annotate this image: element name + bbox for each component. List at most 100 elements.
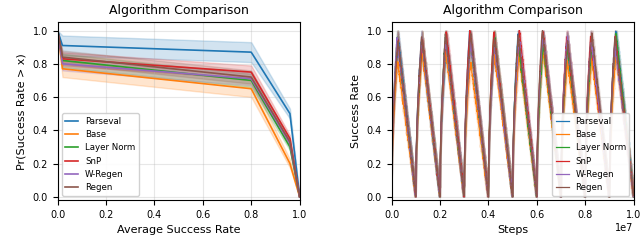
Line: SnP: SnP (392, 31, 634, 197)
SnP (500, 116, 508, 119)
W-Regen (252, 85, 260, 88)
Layer Norm (388, 193, 396, 196)
SnP (406, 149, 414, 152)
SnP (185, 66, 193, 69)
Regen (525, 131, 533, 134)
Line: Base: Base (58, 31, 300, 197)
Base (169, 79, 177, 82)
Layer Norm (436, 195, 444, 198)
Base (290, 175, 298, 178)
SnP (495, 80, 503, 83)
Base (495, 95, 503, 98)
Parseval (496, 83, 504, 86)
Base (406, 155, 414, 158)
Parseval (417, 57, 424, 60)
Regen (296, 195, 303, 198)
Parseval (252, 58, 260, 61)
Base (417, 74, 424, 77)
Layer Norm (252, 87, 260, 90)
Line: Regen: Regen (392, 31, 634, 197)
SnP (515, 29, 523, 32)
SnP (54, 29, 61, 32)
Parseval (630, 195, 637, 198)
Base (525, 135, 533, 138)
Parseval (296, 195, 303, 198)
Layer Norm (500, 119, 508, 122)
Base (296, 195, 303, 198)
Regen (290, 162, 298, 165)
Layer Norm (185, 72, 193, 75)
SnP (170, 65, 178, 68)
W-Regen (170, 71, 178, 74)
Base (500, 129, 508, 132)
Layer Norm (612, 32, 620, 35)
W-Regen (539, 34, 547, 37)
Layer Norm (525, 134, 533, 137)
Text: 1e7: 1e7 (615, 223, 634, 233)
Parseval (436, 195, 444, 198)
Layer Norm (296, 195, 303, 198)
Layer Norm (490, 39, 498, 42)
W-Regen (525, 128, 533, 131)
W-Regen (169, 71, 177, 74)
Layer Norm (417, 67, 424, 70)
Regen (388, 195, 396, 198)
Parseval (290, 145, 298, 148)
X-axis label: Average Success Rate: Average Success Rate (117, 225, 241, 235)
Parseval (491, 41, 499, 44)
Line: Base: Base (392, 48, 634, 197)
Regen (490, 41, 498, 43)
Legend: Parseval, Base, Layer Norm, SnP, W-Regen, Regen: Parseval, Base, Layer Norm, SnP, W-Regen… (552, 113, 629, 196)
Parseval (406, 145, 414, 148)
SnP (630, 195, 637, 198)
W-Regen (388, 195, 396, 198)
Regen (500, 118, 508, 121)
W-Regen (630, 195, 637, 198)
Regen (169, 67, 177, 70)
Title: Algorithm Comparison: Algorithm Comparison (109, 4, 248, 17)
X-axis label: Steps: Steps (497, 225, 528, 235)
Parseval (466, 30, 474, 33)
Base (490, 47, 497, 50)
Line: Layer Norm: Layer Norm (392, 34, 634, 197)
Line: SnP: SnP (58, 31, 300, 197)
SnP (198, 67, 205, 70)
SnP (417, 69, 424, 72)
Regen (252, 83, 260, 86)
SnP (252, 79, 260, 82)
Base (630, 195, 637, 198)
Regen (630, 194, 637, 197)
Layer Norm (169, 71, 177, 74)
Parseval (500, 121, 508, 124)
Y-axis label: Success Rate: Success Rate (351, 74, 361, 148)
Layer Norm (290, 165, 298, 168)
Line: Layer Norm: Layer Norm (58, 31, 300, 197)
W-Regen (490, 47, 498, 50)
Parseval (54, 29, 61, 32)
Base (54, 29, 61, 32)
Layer Norm (54, 29, 61, 32)
Title: Algorithm Comparison: Algorithm Comparison (443, 4, 582, 17)
Regen (170, 67, 178, 70)
SnP (525, 129, 533, 132)
W-Regen (290, 163, 298, 166)
Parseval (198, 49, 205, 52)
W-Regen (54, 29, 61, 32)
Line: W-Regen: W-Regen (392, 36, 634, 197)
Layer Norm (495, 82, 503, 84)
Parseval (185, 48, 193, 51)
SnP (169, 65, 177, 68)
Base (388, 195, 396, 198)
W-Regen (296, 195, 303, 198)
Parseval (169, 48, 177, 51)
SnP (388, 195, 396, 198)
Line: Parseval: Parseval (58, 31, 300, 197)
Base (170, 79, 178, 82)
Layer Norm (198, 74, 205, 77)
Y-axis label: Pr(Success Rate > x): Pr(Success Rate > x) (17, 53, 27, 169)
W-Regen (417, 58, 424, 61)
Regen (185, 69, 193, 72)
Regen (198, 70, 205, 73)
Parseval (170, 48, 178, 51)
Line: W-Regen: W-Regen (58, 31, 300, 197)
